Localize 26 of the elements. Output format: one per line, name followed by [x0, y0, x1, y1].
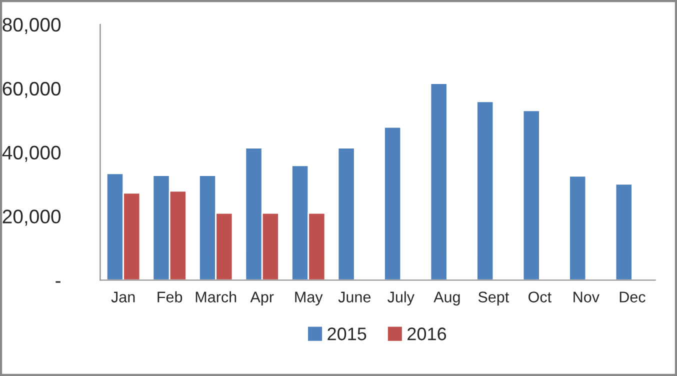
bar: [476, 100, 494, 280]
x-tick-label: Feb: [158, 291, 182, 302]
x-tick-label: Dec: [620, 292, 646, 302]
y-tick-label: 40,000: [2, 146, 61, 162]
y-tick-label: 20,000: [2, 210, 61, 226]
x-tick-label: Jan: [111, 292, 135, 302]
bar: [614, 183, 633, 280]
x-tick-label: July: [388, 291, 414, 306]
x-tick-label: Aug: [434, 292, 460, 306]
x-tick-label: Apr: [250, 292, 274, 306]
x-tick-label: March: [196, 291, 236, 302]
bar: [522, 110, 540, 280]
legend-label: 2016: [408, 328, 446, 340]
bar: [337, 147, 356, 280]
y-tick-label: 80,000: [2, 18, 61, 34]
x-tick-label: June: [338, 292, 371, 302]
bar: [430, 82, 448, 280]
x-tick-label: May: [295, 292, 323, 306]
x-tick-label: Sept: [478, 292, 510, 306]
y-tick-label: 60,000: [2, 82, 61, 98]
y-tick-label: -: [56, 281, 60, 283]
x-tick-label: Nov: [574, 292, 600, 302]
bar: [384, 126, 402, 280]
bar: [568, 175, 587, 280]
legend-label: 2015: [328, 328, 366, 340]
x-tick-label: Oct: [528, 292, 552, 302]
